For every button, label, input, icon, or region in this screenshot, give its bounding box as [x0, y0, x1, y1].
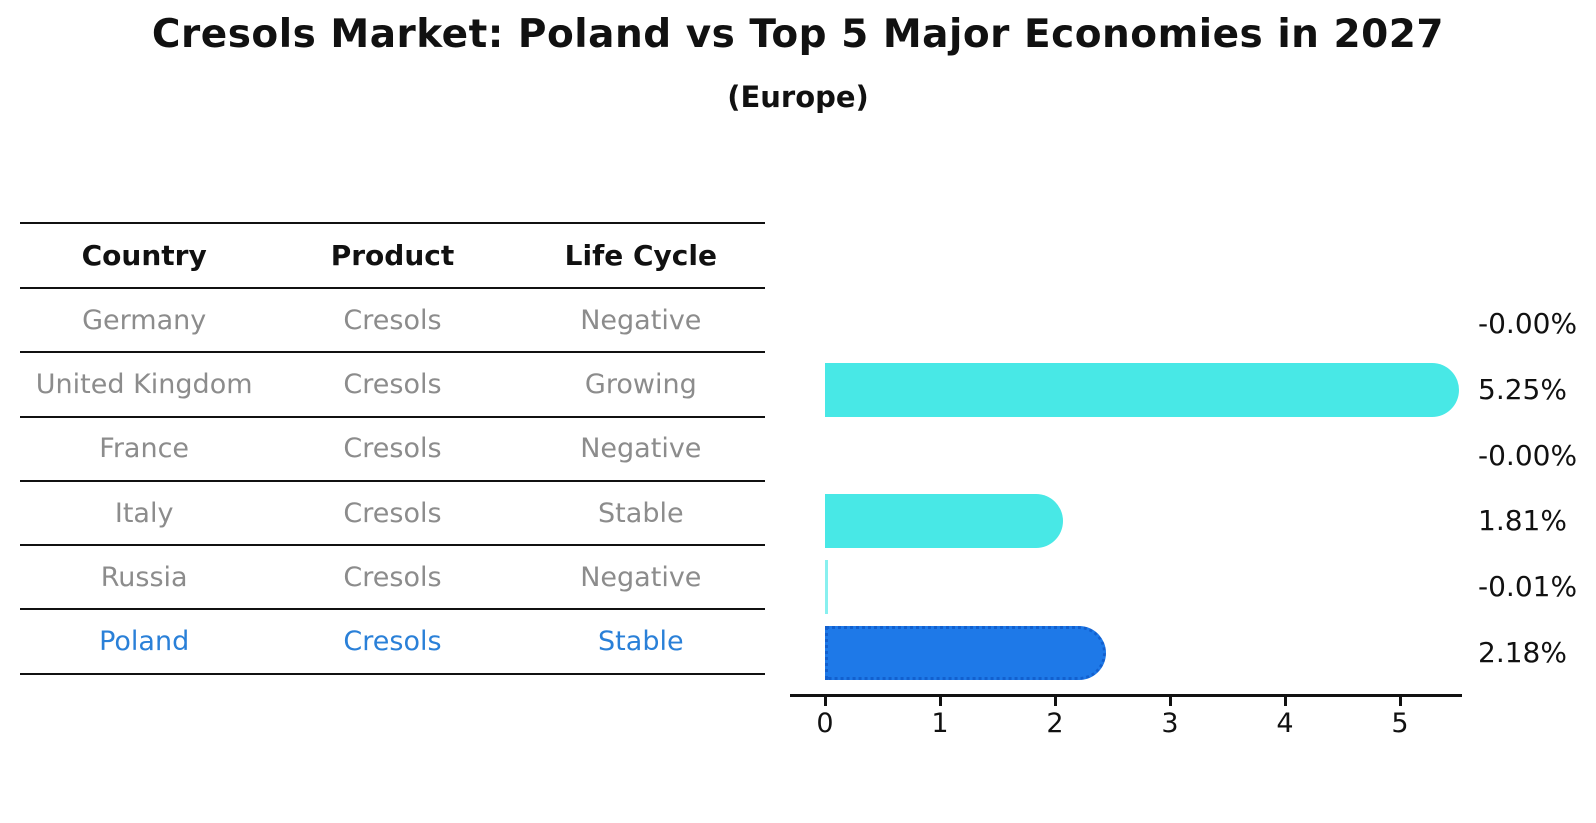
- column-header-country: Country: [81, 239, 207, 272]
- cell-life-cycle: Growing: [584, 368, 697, 400]
- cell-country: Russia: [100, 561, 188, 593]
- cell-product: Cresols: [343, 561, 442, 593]
- bar-united-kingdom: [825, 363, 1459, 417]
- x-axis-tick: [1169, 697, 1172, 706]
- table-row-russia: Russia Cresols Negative: [20, 546, 765, 611]
- x-axis-tick-label: 0: [816, 708, 834, 739]
- cell-life-cycle: Stable: [598, 497, 684, 529]
- value-label-italy: 1.81%: [1478, 504, 1567, 537]
- cell-country: Germany: [82, 304, 207, 336]
- x-axis-tick-label: 5: [1391, 708, 1409, 739]
- cell-life-cycle: Negative: [580, 433, 702, 465]
- cell-product: Cresols: [343, 433, 442, 465]
- table-row-poland: Poland Cresols Stable: [20, 610, 765, 675]
- column-header-life-cycle: Life Cycle: [564, 239, 717, 272]
- x-axis-tick: [1054, 697, 1057, 706]
- value-label-germany: -0.00%: [1478, 307, 1578, 340]
- value-label-poland: 2.18%: [1478, 636, 1567, 669]
- x-axis-tick: [939, 697, 942, 706]
- cell-country: United Kingdom: [35, 368, 253, 400]
- cell-country: Poland: [99, 626, 190, 658]
- x-axis-tick: [1399, 697, 1402, 706]
- cell-product: Cresols: [343, 304, 442, 336]
- country-table: Country Product Life Cycle Germany Creso…: [20, 222, 765, 675]
- table-header-row: Country Product Life Cycle: [20, 224, 765, 289]
- cell-product: Cresols: [343, 626, 442, 658]
- bar-italy: [825, 494, 1064, 548]
- cell-product: Cresols: [343, 368, 442, 400]
- cell-life-cycle: Negative: [580, 561, 702, 593]
- x-axis-tick-label: 2: [1046, 708, 1064, 739]
- table-row-italy: Italy Cresols Stable: [20, 482, 765, 547]
- cell-country: France: [99, 433, 190, 465]
- table-row-united-kingdom: United Kingdom Cresols Growing: [20, 353, 765, 418]
- x-axis-line: [790, 694, 1462, 697]
- x-axis-tick: [824, 697, 827, 706]
- chart-subtitle: (Europe): [727, 80, 869, 114]
- value-label-france: -0.00%: [1478, 439, 1578, 472]
- cell-life-cycle: Stable: [598, 626, 684, 658]
- column-header-product: Product: [330, 239, 455, 272]
- cell-country: Italy: [114, 497, 174, 529]
- value-label-russia: -0.01%: [1478, 570, 1578, 603]
- x-axis-tick: [1284, 697, 1287, 706]
- table-row-france: France Cresols Negative: [20, 418, 765, 482]
- bar-poland: [825, 626, 1106, 680]
- x-axis-tick-label: 4: [1276, 708, 1294, 739]
- x-axis-tick-label: 3: [1161, 708, 1179, 739]
- cell-life-cycle: Negative: [580, 304, 702, 336]
- table-row-germany: Germany Cresols Negative: [20, 289, 765, 354]
- value-label-united-kingdom: 5.25%: [1478, 373, 1567, 406]
- bar-russia: [825, 560, 828, 614]
- x-axis-tick-label: 1: [931, 708, 949, 739]
- chart-title: Cresols Market: Poland vs Top 5 Major Ec…: [151, 12, 1445, 57]
- cell-product: Cresols: [343, 497, 442, 529]
